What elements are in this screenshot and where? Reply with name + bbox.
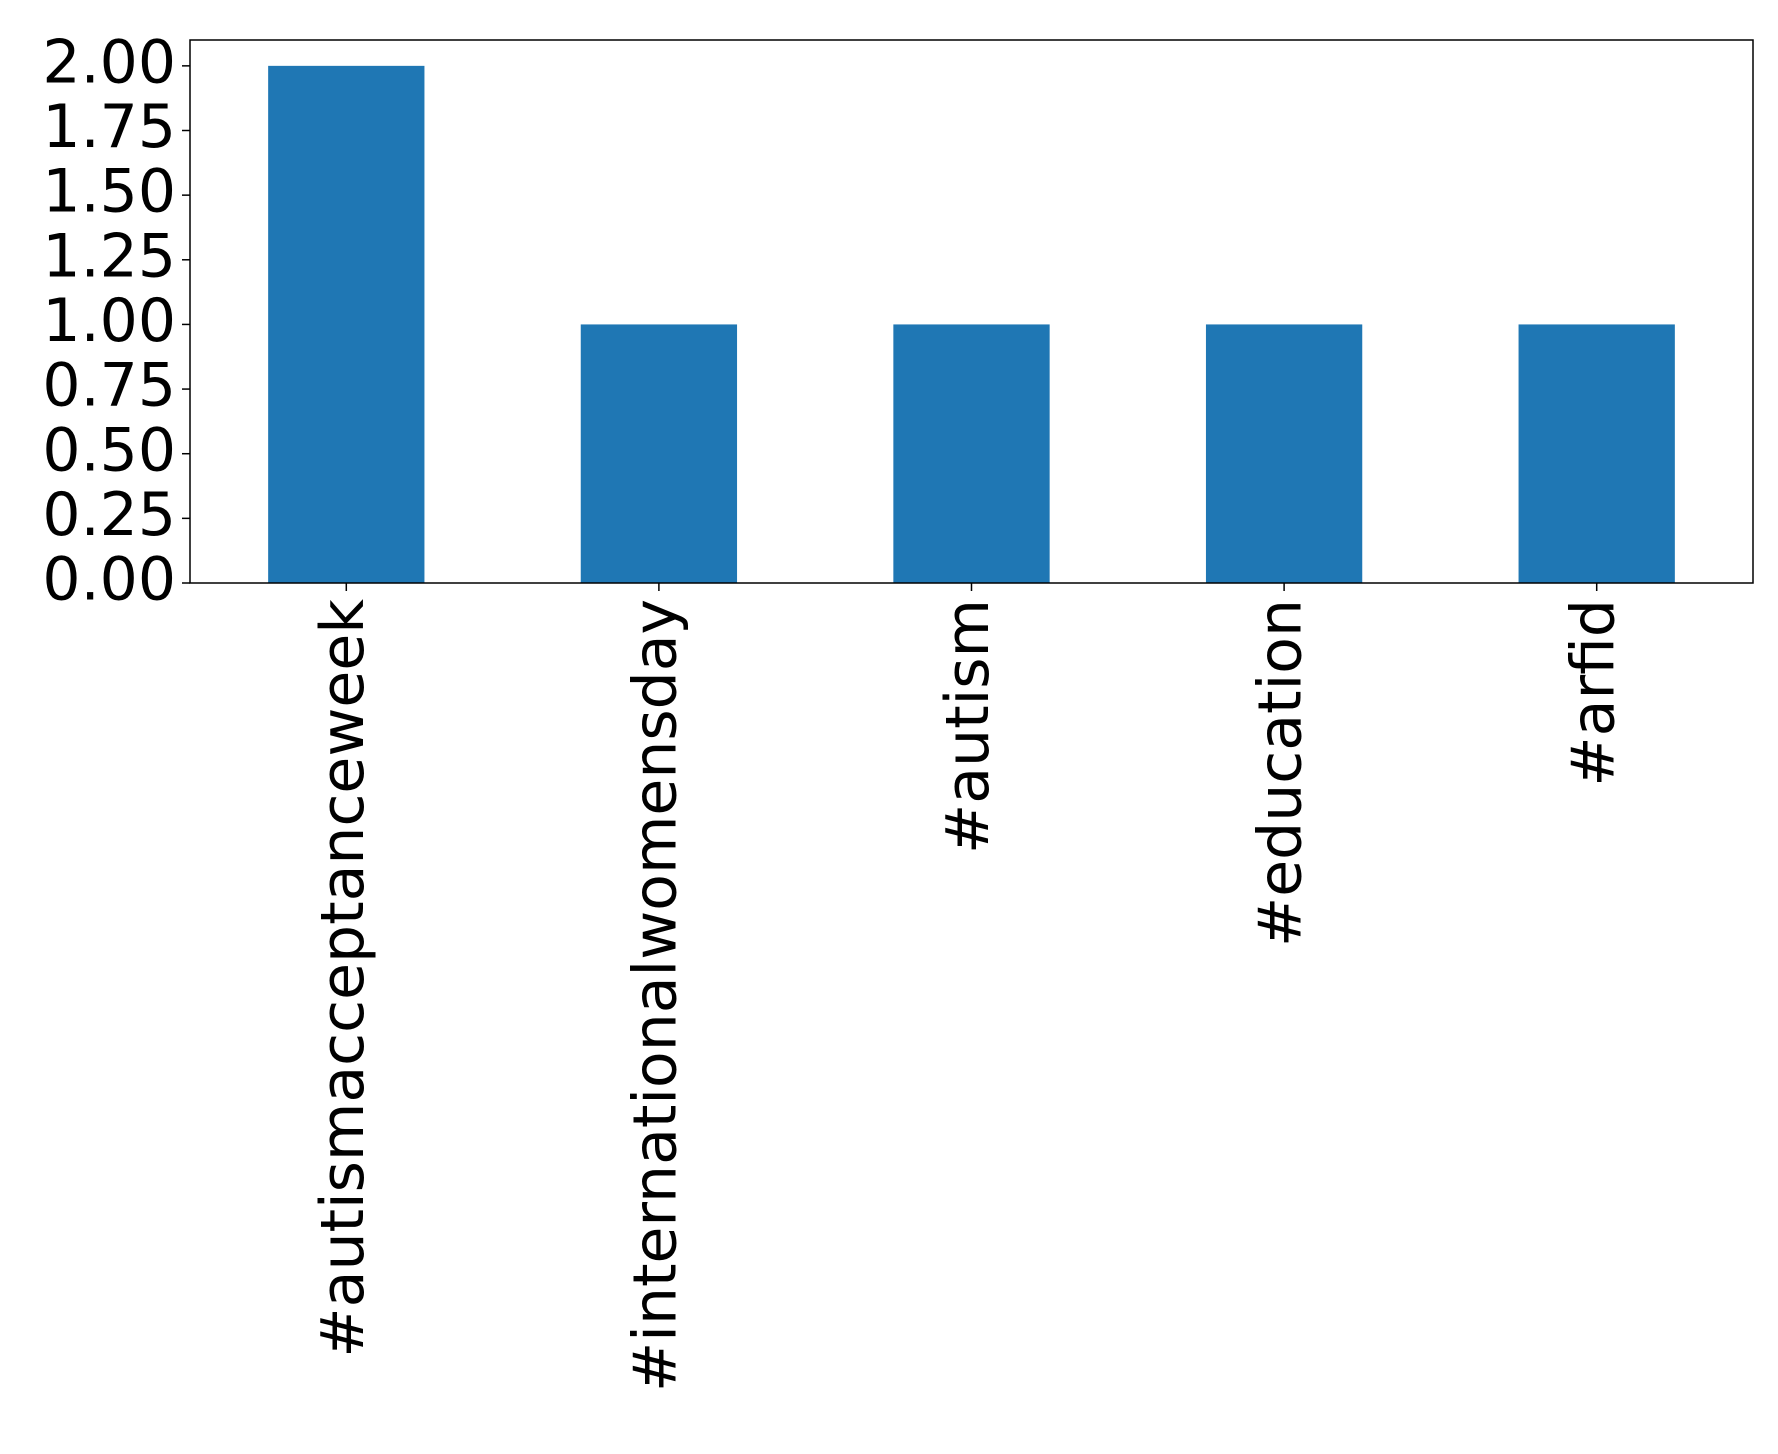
x-tick-label: #education <box>1246 599 1316 947</box>
y-tick-label: 1.50 <box>42 157 176 227</box>
y-tick-label: 1.25 <box>42 221 176 291</box>
y-tick-label: 1.00 <box>42 286 176 356</box>
x-tick-label: #autismacceptanceweek <box>308 599 378 1358</box>
x-tick-label: #internationalwomensday <box>620 599 690 1392</box>
bar <box>268 65 425 584</box>
y-tick-label: 0.50 <box>42 415 176 485</box>
x-tick-label: #arfid <box>1558 599 1628 787</box>
bar <box>1518 324 1675 583</box>
bar <box>893 324 1050 583</box>
y-tick-label: 2.00 <box>42 27 176 97</box>
x-tick-label: #autism <box>933 599 1003 854</box>
bar <box>1205 324 1363 583</box>
y-tick-label: 0.25 <box>42 480 176 550</box>
plot-frame <box>189 39 1754 584</box>
y-tick-label: 1.75 <box>42 92 176 162</box>
y-tick-label: 0.75 <box>42 351 176 421</box>
y-tick-label: 0.00 <box>42 545 176 615</box>
bar <box>580 324 738 583</box>
